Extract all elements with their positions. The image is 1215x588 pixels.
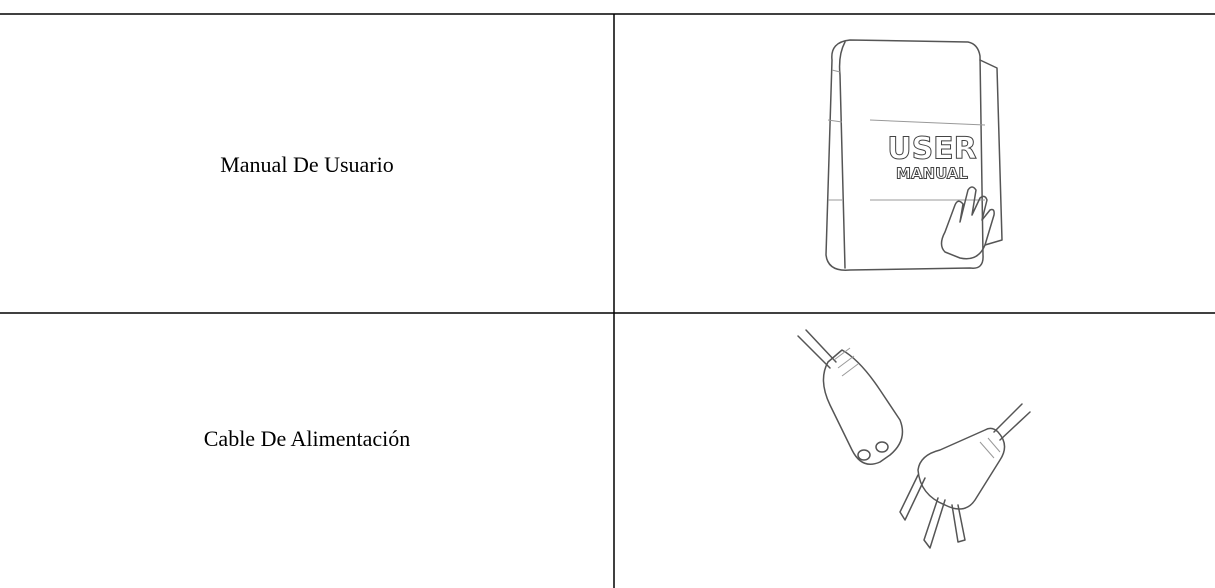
cell-label: Manual De Usuario bbox=[220, 152, 394, 177]
manual-icon: USER MANUAL bbox=[825, 39, 1003, 271]
book-title: MANUAL bbox=[896, 165, 968, 183]
book-title: USER bbox=[887, 132, 977, 167]
cell-label: Cable De Alimentación bbox=[204, 426, 411, 451]
cable-icon bbox=[797, 329, 1031, 549]
